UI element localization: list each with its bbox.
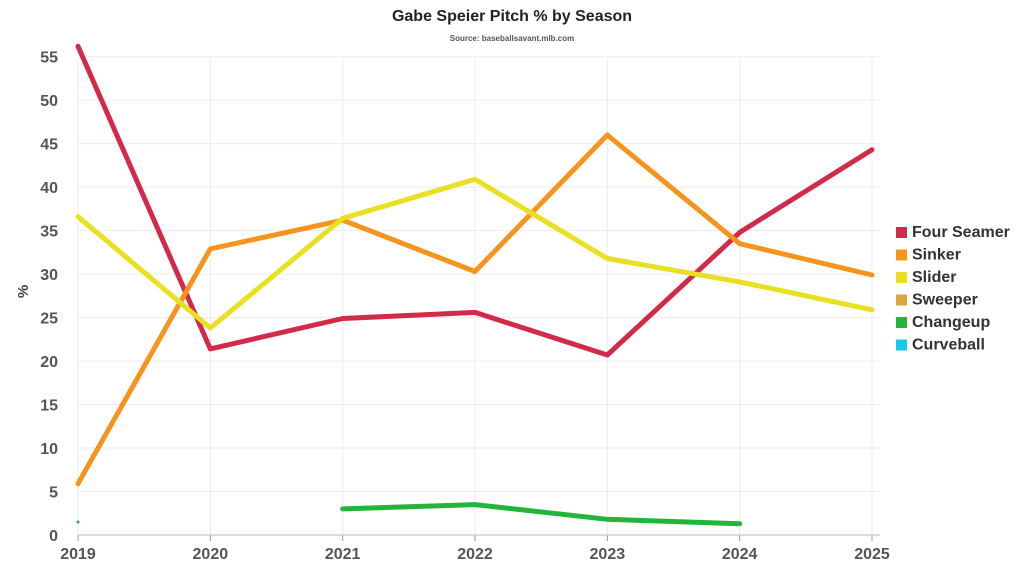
chart-subtitle: Source: baseballsavant.mlb.com [449,34,575,43]
legend-swatch-sweeper [896,294,907,306]
y-tick-label: 15 [40,398,58,415]
series-line-sinker [75,132,875,487]
y-tick-label: 30 [40,267,58,284]
legend-swatch-changeup [896,317,907,328]
y-tick-label: 40 [40,180,58,197]
legend-label-slider: Slider [912,269,956,286]
y-tick-label: 55 [40,50,58,67]
x-tick-label: 2019 [60,546,96,563]
series-line-slider [75,176,875,331]
x-tick-label: 2023 [590,546,626,563]
y-tick-label: 25 [40,311,58,328]
series-point-changeup [76,520,80,524]
series-line-four-seamer [75,43,875,358]
x-tick-label: 2024 [722,546,758,563]
legend-label-four-seamer: Four Seamer [912,224,1010,241]
chart-title: Gabe Speier Pitch % by Season [391,8,633,25]
legend-swatch-curveball [896,339,907,351]
legend-label-changeup: Changeup [912,314,990,331]
x-tick-label: 2025 [854,546,890,563]
series-line-changeup [340,502,743,527]
legend-label-curveball: Curveball [912,337,985,354]
legend-label-sinker: Sinker [912,247,961,264]
y-tick-label: 10 [40,441,58,458]
y-tick-label: 50 [40,93,58,110]
y-tick-label: 20 [40,354,58,371]
legend-swatch-four-seamer [896,227,907,238]
y-tick-label: 5 [49,485,58,502]
legend-swatch-slider [896,272,907,283]
x-tick-label: 2022 [457,546,493,563]
y-tick-label: 35 [40,224,58,241]
y-axis-title: % [15,285,32,298]
x-tick-label: 2020 [193,546,229,563]
y-tick-label: 45 [40,137,58,154]
y-tick-label: 0 [49,528,58,545]
legend-label-sweeper: Sweeper [912,292,978,309]
x-tick-label: 2021 [325,546,361,563]
legend-swatch-sinker [896,249,907,261]
